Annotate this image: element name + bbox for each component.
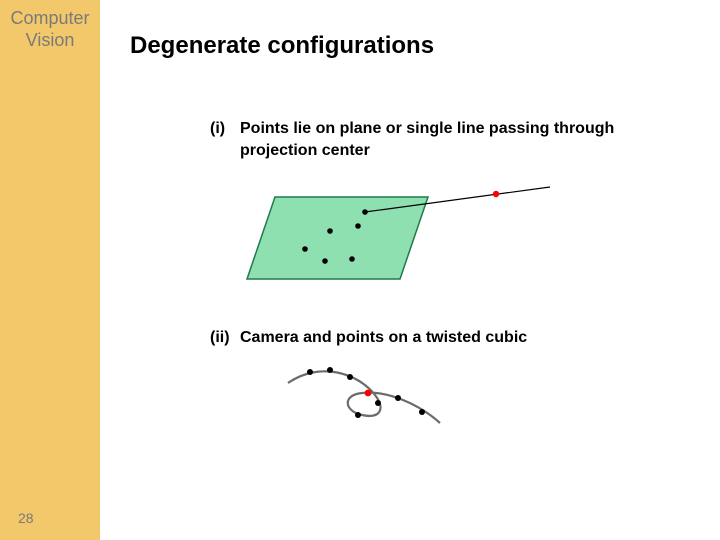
page-number: 28 <box>18 510 34 526</box>
point-dot <box>327 228 333 234</box>
point-dot <box>302 246 308 252</box>
item-text: Points lie on plane or single line passi… <box>240 118 680 161</box>
point-dot <box>419 409 425 415</box>
slide-title: Degenerate configurations <box>130 32 434 60</box>
camera-dot <box>365 389 372 396</box>
list-item: (ii) Camera and points on a twisted cubi… <box>210 327 680 349</box>
list-item: (i) Points lie on plane or single line p… <box>210 118 680 161</box>
item-number: (i) <box>210 118 240 161</box>
sidebar: Computer Vision 28 <box>0 0 100 540</box>
point-dot <box>362 209 368 215</box>
point-dot <box>395 395 401 401</box>
sidebar-line1: Computer <box>10 8 89 28</box>
figure-plane-diagram <box>240 179 560 294</box>
point-dot <box>355 412 361 418</box>
point-dot <box>375 400 381 406</box>
content-area: (i) Points lie on plane or single line p… <box>210 118 680 440</box>
point-dot <box>355 223 361 229</box>
point-dot <box>322 258 328 264</box>
projection-center-dot <box>493 191 499 197</box>
figure-twisted-cubic <box>280 365 450 435</box>
item-number: (ii) <box>210 327 240 349</box>
point-dot <box>327 367 333 373</box>
point-dot <box>349 256 355 262</box>
point-dot <box>347 374 353 380</box>
sidebar-line2: Vision <box>26 30 75 50</box>
point-dot <box>307 369 313 375</box>
cubic-curve <box>288 371 440 423</box>
plane-shape <box>247 197 428 279</box>
item-text: Camera and points on a twisted cubic <box>240 327 680 349</box>
sidebar-title: Computer Vision <box>0 8 100 51</box>
